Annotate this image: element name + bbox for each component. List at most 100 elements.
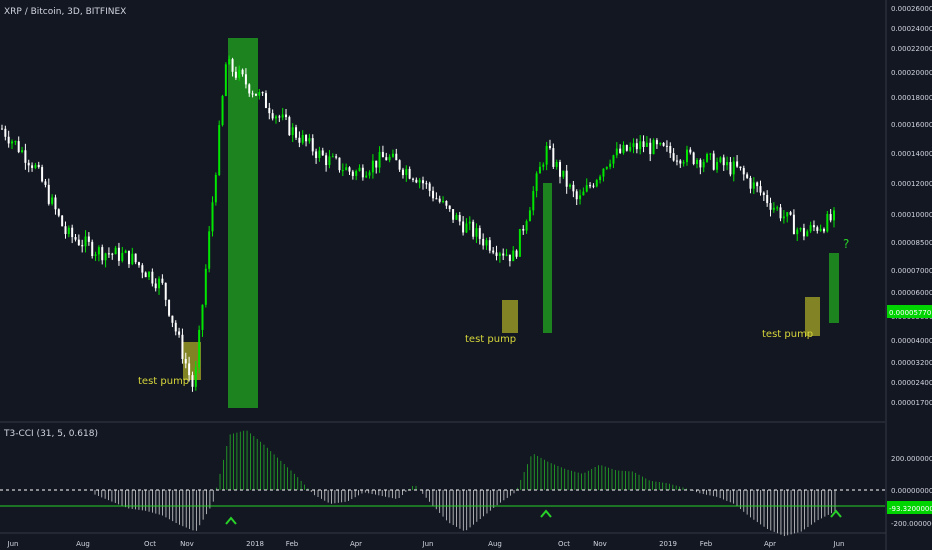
candle-body [672,153,675,161]
candle-body [806,231,809,237]
candle-body [572,184,575,192]
candle-body [141,265,144,273]
candle-body [348,167,351,172]
candle-body [772,207,775,210]
candle-body [17,141,20,153]
candle-body [315,151,318,159]
candle-body [71,227,74,238]
candle-body [121,252,124,261]
arrow-up-icon [225,516,237,525]
candle-body [829,214,832,221]
time-tick-label: Nov [593,540,607,548]
candle-body [137,262,140,266]
candle-body [194,367,197,387]
candle-body [632,143,635,147]
candle-body [752,182,755,189]
candle-body [198,329,201,368]
current-price-tag [887,305,932,318]
candle-body [729,162,732,175]
candle-body [455,215,458,220]
current-cci-label: -93.320000000 [889,505,932,513]
candle-body [599,176,602,181]
candle-body [278,116,281,118]
candle-body [609,163,612,167]
candle-body [14,141,17,143]
candle-body [736,161,739,167]
candle-body [338,157,341,171]
test-pump-zone-3 [805,297,820,336]
candle-body [47,184,50,204]
test-pump-label: test pump [465,334,516,345]
candle-body [565,170,568,187]
candle-body [131,253,134,265]
candle-body [415,179,418,183]
candle-body [659,142,662,145]
candle-body [759,186,762,193]
candle-body [605,166,608,169]
time-tick-label: Jun [422,540,434,548]
candle-body [381,151,384,158]
candle-body [204,268,207,305]
candle-body [301,135,304,143]
candle-body [191,375,194,387]
time-tick-label: Apr [350,540,362,548]
candle-body [766,194,769,204]
candle-body [351,171,354,176]
candle-body [231,59,234,72]
candle-body [786,212,789,217]
candle-body [722,157,725,166]
candle-body [305,135,308,142]
candle-body [178,331,181,335]
candle-body [331,156,334,158]
candle-body [144,272,147,278]
candle-body [452,209,455,220]
candle-body [833,210,835,221]
candle-body [31,165,34,168]
price-tick-label: 0.00002400 [891,379,932,387]
candle-body [361,167,364,178]
candle-body [268,107,271,114]
candle-body [652,140,655,155]
candle-body [395,153,398,161]
candle-body [819,228,822,231]
candle-body [214,174,217,203]
candle-body [341,170,344,172]
candle-body [385,157,388,161]
candle-body [712,153,715,170]
candle-body [512,250,515,262]
candle-body [288,117,291,136]
candle-body [535,173,538,192]
candle-body [168,299,171,316]
candle-body [271,113,274,119]
candle-body [345,167,348,171]
candle-body [739,166,742,169]
price-tick-label: 0.00020000 [891,69,932,77]
current-price-label: 0.00005770 [889,309,931,317]
time-tick-label: Feb [700,540,713,548]
candle-body [685,149,688,163]
price-tick-label: 0.00012000 [891,180,932,188]
candle-body [365,175,368,178]
price-tick-label: 0.00003200 [891,359,932,367]
candle-body [107,253,110,255]
candle-body [335,156,338,158]
candle-body [619,148,622,153]
candle-body [375,160,378,168]
candle-body [639,141,642,150]
candle-body [732,161,735,175]
candle-body [495,252,498,256]
candle-body [164,282,167,300]
candle-body [545,145,548,165]
time-tick-label: Aug [76,540,90,548]
candle-body [211,202,214,232]
candle-body [425,183,428,185]
candle-body [124,250,127,253]
candle-body [615,148,618,156]
candle-body [161,278,164,283]
candle-body [94,254,97,257]
candle-body [241,69,244,75]
candle-body [635,143,638,150]
candle-body [24,150,27,163]
candle-body [328,156,331,166]
